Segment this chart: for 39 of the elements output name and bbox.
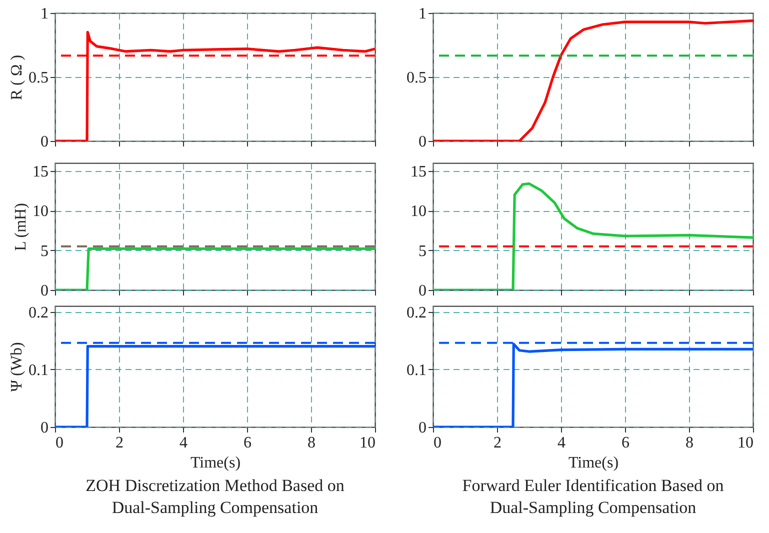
y-tick-label: 1 xyxy=(40,6,48,22)
y-tick-label: 5 xyxy=(418,242,426,260)
x-tick-label: 6 xyxy=(622,434,630,452)
x-tick-label: 2 xyxy=(116,434,124,452)
x-tick-label: 0 xyxy=(434,434,442,452)
x-tick-label: 8 xyxy=(308,434,316,452)
y-tick-label: 0 xyxy=(418,134,426,150)
y-tick-label: 0 xyxy=(418,282,426,300)
x-tick-label: 2 xyxy=(494,434,502,452)
y-tick-label: 0 xyxy=(40,282,48,300)
y-axis-title: L (mH) xyxy=(12,203,30,251)
x-tick-label: 10 xyxy=(738,434,754,452)
y-tick-label: 0.2 xyxy=(28,304,48,322)
y-tick-label: 0.5 xyxy=(28,70,48,86)
y-tick-label: 0 xyxy=(40,420,48,436)
x-tick-label: 8 xyxy=(686,434,694,452)
x-axis-title: Time(s) xyxy=(568,454,619,472)
y-tick-label: 5 xyxy=(40,242,48,260)
y-tick-label: 10 xyxy=(32,203,48,220)
y-tick-label: 0 xyxy=(40,134,48,150)
y-tick-label: 0 xyxy=(418,420,426,436)
y-tick-label: 0.2 xyxy=(406,304,426,322)
x-tick-label: 4 xyxy=(180,434,188,452)
y-axis-title: Ψ (Wb) xyxy=(8,342,26,392)
x-tick-label: 0 xyxy=(56,434,64,452)
text: Forward Euler Identification Based on Dual-Sampling Compensation xyxy=(462,476,724,517)
y-tick-label: 0.1 xyxy=(406,362,426,379)
y-axis-title: R ( Ω ) xyxy=(8,54,26,100)
y-tick-label: 1 xyxy=(418,6,426,22)
text: ZOH Discretization Method Based on Dual-Sampling Compensation xyxy=(86,476,345,517)
y-tick-label: 0.1 xyxy=(28,362,48,379)
x-tick-label: 10 xyxy=(360,434,376,452)
y-tick-label: 15 xyxy=(32,163,48,180)
x-axis-title: Time(s) xyxy=(190,454,241,472)
y-tick-label: 10 xyxy=(410,203,426,220)
x-tick-label: 4 xyxy=(558,434,566,452)
x-tick-label: 6 xyxy=(244,434,252,452)
y-tick-label: 0.5 xyxy=(406,70,426,86)
y-tick-label: 15 xyxy=(410,163,426,180)
